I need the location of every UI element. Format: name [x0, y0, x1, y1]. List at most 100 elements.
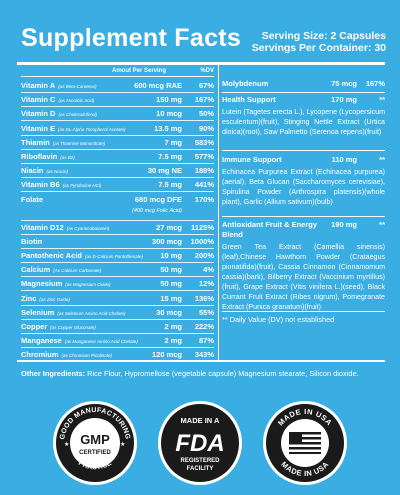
nutrient-amount: 50 mg [160, 265, 182, 275]
nutrient-amount: 15 mg [160, 293, 182, 303]
health-support-ingredients: Lutein (Tagetes erecta L.), Lycopene (Ly… [222, 108, 385, 136]
made-in-usa-badge: MADE IN USA MADE IN USA [263, 401, 347, 485]
nutrient-dv: 4% [203, 265, 214, 275]
immune-support-name: Immune Support [222, 155, 282, 164]
header: Supplement Facts Serving Size: 2 Capsule… [0, 0, 400, 64]
nutrient-amount: 7.5 mg [158, 152, 182, 161]
nutrient-amount: 13.5 mg [154, 123, 182, 133]
nutrient-name: Magnesium (as Magnesium Oxide) [21, 279, 111, 289]
nutrient-amount: 7 mg [164, 137, 182, 147]
antioxidant-block: Antioxidant Fruit & Energy Blend 190 mg … [222, 220, 385, 312]
nutrient-row: Calcium (As Calcium Carbonate) 50 mg 4% [21, 263, 214, 278]
nutrient-name: Vitamin E (as DL-Alpha Tocopherol Acetate… [21, 123, 126, 133]
nutrient-name: Vitamin D12 (as Cyanocobalamin) [21, 222, 110, 232]
immune-support-block: Immune Support 110 mg ** Echinacea Purpu… [222, 155, 385, 207]
nutrient-amount: 2 mg [164, 336, 182, 346]
nutrient-row: Zinc (as Zinc Oxide) 15 mg 136% [21, 292, 214, 306]
star-icon: ★ [120, 441, 125, 448]
nutrient-source: (as Cyanocobalamin) [66, 225, 110, 231]
nutrient-row: Vitamin B6 (as Pyridoxine HCl) 7.5 mg 441% [21, 178, 214, 193]
health-support-block: Health Support 170 mg ** Lutein (Tagetes… [222, 95, 385, 137]
nutrient-dv: 1000% [190, 236, 214, 246]
health-support-name: Health Support [222, 95, 276, 104]
health-support-underline [222, 150, 385, 151]
other-ingredients-text: Rice Flour, Hypromellose (vegetable caps… [85, 369, 359, 378]
fda-registered-text: REGISTERED [180, 458, 220, 464]
nutrient-source: (as Cholecalciferol) [58, 112, 97, 118]
molybdenum-underline [222, 92, 385, 93]
health-support-dv: ** [379, 95, 385, 104]
antioxidant-amount: 190 mg [331, 220, 357, 229]
svg-text:PRACTICE: PRACTICE [77, 460, 113, 472]
other-ingredients: Other Ingredients: Rice Flour, Hypromell… [21, 369, 359, 378]
fda-top-text: MADE IN A [181, 416, 220, 425]
nutrient-dv: 55% [198, 307, 214, 317]
fda-mark: FDA [175, 430, 224, 457]
nutrient-row: Biotin 300 mcg 1000% [21, 235, 214, 249]
nutrient-name: Copper (as Copper Gluconate) [21, 322, 96, 331]
nutrient-dv: 136% [194, 293, 214, 303]
nutrient-name: Vitamin B6 (as Pyridoxine HCl) [21, 180, 102, 190]
nutrient-amount: 150 mg [156, 95, 182, 105]
nutrient-source: (As Calcium Carbonate) [53, 268, 102, 274]
nutrient-amount: 680 mcg DFE [134, 194, 182, 204]
nutrient-row: Selenium (as Selenium Amino Acid Chelate)… [21, 306, 214, 320]
serving-size: Serving Size: 2 Capsules [261, 30, 386, 42]
nutrient-source: (as D-Calcium Pantothenate) [84, 254, 144, 259]
fda-registered-badge: MADE IN A FDA REGISTERED FACILITY [158, 401, 242, 485]
health-support-amount: 170 mg [331, 95, 357, 104]
immune-support-ingredients: Echinacea Purpurea Extract (Echinacea pu… [222, 168, 385, 206]
fda-facility-text: FACILITY [187, 466, 214, 472]
top-divider [17, 62, 385, 65]
nutrient-row: Chromium (as Chromium Picolinate) 120 mcg 3… [21, 348, 214, 363]
immune-support-amount: 110 mg [331, 155, 357, 164]
antioxidant-underline [222, 311, 385, 312]
nutrient-row: Vitamin C (as Ascorbic Acid) 150 mg 167% [21, 93, 214, 108]
nutrient-dv: 170% [194, 194, 214, 204]
nutrient-row: Vitamin D (as Cholecalciferol) 10 mcg 50% [21, 107, 214, 122]
dv-column-header: %DV [200, 68, 214, 74]
nutrient-source: (as DL-Alpha Tocopherol Acetate) [58, 126, 126, 132]
nutrient-name: Vitamin D (as Cholecalciferol) [21, 109, 97, 119]
amount-column-header: Amout Per Serving [111, 68, 166, 74]
nutrient-name: Selenium (as Selenium Amino Acid Chelate) [21, 307, 126, 317]
nutrient-row: Copper (as Copper Gluconate) 2 mg 222% [21, 320, 214, 334]
nutrient-source: (as B2) [60, 155, 75, 160]
gmp-certified-badge: GOOD MANUFACTURING PRACTICE GMP CERTIFIE… [53, 401, 137, 485]
serving-info: Serving Size: 2 Capsules Servings Per Co… [252, 30, 386, 54]
nutrient-name: Thiamin (as Thiamine Mononitrate) [21, 137, 106, 147]
nutrient-subnote: (400 mcg Folic Acid) [132, 207, 182, 214]
nutrient-amount: 30 mg NE [147, 166, 182, 176]
molybdenum-row: Molybdenum 75 mcg 167% [222, 79, 385, 91]
nutrient-row: Vitamin E (as DL-Alpha Tocopherol Acetate… [21, 122, 214, 136]
antioxidant-name: Antioxidant Fruit & Energy Blend [222, 220, 318, 239]
nutrient-dv: 577% [194, 152, 214, 161]
nutrient-row: Riboflavin (as B2) 7.5 mg 577% [21, 150, 214, 164]
antioxidant-ingredients: Green Tea Extract (Camellia sinensis)(le… [222, 243, 385, 311]
nutrient-name: Niacin (as Niacin) [21, 166, 69, 176]
nutrient-amount: 10 mcg [156, 109, 182, 119]
nutrient-dv: 50% [198, 109, 214, 119]
nutrient-row: Vitamin A (as Beta-Carotene) 600 mcg RAE 67… [21, 79, 214, 93]
immune-support-underline [222, 216, 385, 217]
us-flag-icon [289, 432, 321, 454]
nutrient-name: Vitamin A (as Beta-Carotene) [21, 81, 97, 90]
column-header-underline [21, 76, 214, 77]
nutrient-source: (as Copper Gluconate) [50, 325, 96, 330]
nutrient-name: Folate [21, 194, 44, 204]
column-divider [218, 65, 219, 360]
nutrient-name: Pantothenic Acid (as D-Calcium Pantothena… [21, 251, 144, 260]
other-ingredients-label: Other Ingredients: [21, 369, 86, 378]
gmp-mark: GMP [80, 432, 110, 447]
nutrient-name: Chromium (as Chromium Picolinate) [21, 350, 113, 360]
nutrient-dv: 188% [194, 166, 214, 176]
nutrient-amount: 10 mg [160, 251, 182, 260]
nutrient-row: Manganese (as Manganese Amino Acid Chelat… [21, 334, 214, 349]
nutrient-source: (as Selenium Amino Acid Chelate) [57, 310, 126, 316]
nutrient-row: Thiamin (as Thiamine Mononitrate) 7 mg 583% [21, 136, 214, 150]
nutrient-amount: 300 mcg [151, 236, 182, 246]
nutrient-source: (as Niacin) [46, 169, 69, 175]
nutrient-amount: 7.5 mg [158, 180, 182, 190]
nutrient-row: Magnesium (as Magnesium Oxide) 50 mg 12% [21, 277, 214, 292]
page-title: Supplement Facts [21, 24, 242, 52]
